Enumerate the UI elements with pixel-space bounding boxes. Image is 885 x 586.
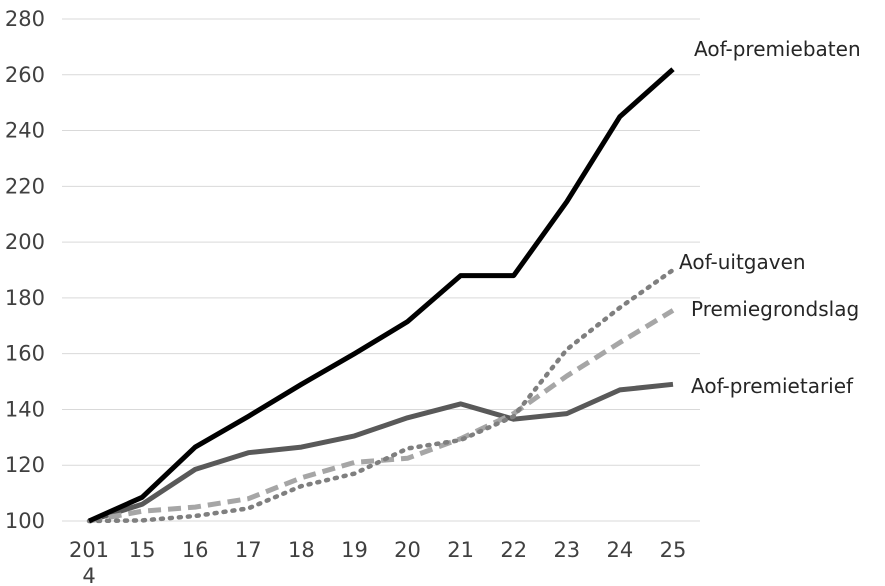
x-tick-label: 15 — [129, 538, 156, 562]
y-tick-label: 280 — [5, 7, 45, 31]
y-tick-label: 260 — [5, 63, 45, 87]
series-line-aof-premietarief — [88, 381, 674, 524]
y-tick-label: 220 — [5, 174, 45, 198]
y-tick-label: 140 — [5, 397, 45, 421]
series-lines — [86, 67, 676, 524]
series-label-premiegrondslag: Premiegrondslag — [691, 297, 859, 321]
y-tick-label: 240 — [5, 119, 45, 143]
y-axis-tick-labels: 100 120 140 160 180 200 220 240 260 280 — [5, 7, 45, 533]
y-tick-label: 200 — [5, 230, 45, 254]
x-tick-label: 21 — [447, 538, 474, 562]
series-labels: Aof-premiebaten Aof-uitgaven Premiegrondsl… — [679, 37, 861, 398]
series-label-aof-premiebaten: Aof-premiebaten — [694, 37, 861, 61]
gridlines — [62, 18, 700, 522]
y-tick-label: 180 — [5, 286, 45, 310]
x-tick-label: 18 — [288, 538, 315, 562]
y-tick-label: 120 — [5, 453, 45, 477]
x-tick-label: 25 — [660, 538, 687, 562]
series-line-aof-uitgaven — [86, 267, 676, 524]
x-axis-tick-labels: 201 4 15 16 17 18 19 20 21 22 23 24 25 — [69, 538, 686, 586]
y-tick-label: 160 — [5, 342, 45, 366]
y-tick-label: 100 — [5, 509, 45, 533]
series-label-aof-premietarief: Aof-premietarief — [691, 374, 854, 398]
x-tick-label: 19 — [341, 538, 368, 562]
series-line-aof-premiebaten — [87, 67, 675, 524]
x-tick-label: 23 — [553, 538, 580, 562]
x-tick-label: 17 — [235, 538, 262, 562]
x-tick-label: 20 — [394, 538, 421, 562]
x-tick-label: 24 — [607, 538, 634, 562]
x-tick-label: 201 4 — [69, 538, 109, 586]
x-tick-label: 22 — [500, 538, 527, 562]
x-tick-label: 16 — [182, 538, 209, 562]
series-line-premiegrondslag — [88, 308, 675, 524]
series-label-aof-uitgaven: Aof-uitgaven — [679, 250, 806, 274]
